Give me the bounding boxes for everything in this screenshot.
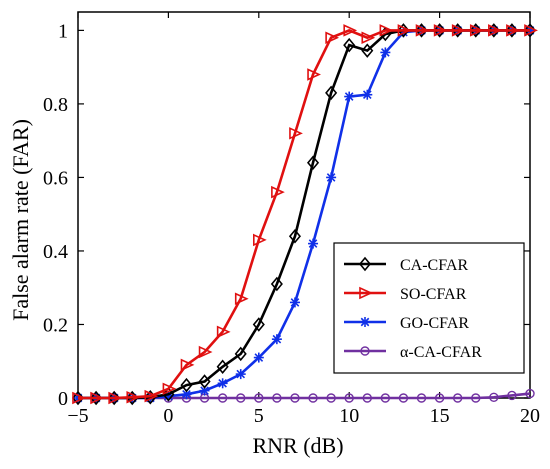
point-ca-cfar — [254, 393, 264, 403]
point-so-cfar — [253, 233, 267, 247]
x-tick-label: 5 — [254, 405, 264, 427]
point-ca-cfar — [198, 374, 211, 389]
point-go-cfar — [362, 89, 373, 100]
x-tick-label: 10 — [339, 405, 359, 427]
point-ca-cfar — [361, 43, 374, 58]
legend-marker — [360, 317, 370, 327]
x-tick-label: 20 — [520, 405, 540, 427]
point-ca-cfar — [272, 393, 282, 403]
point-so-cfar — [451, 24, 466, 37]
point-so-cfar — [180, 358, 195, 372]
x-tick-label: 15 — [430, 405, 450, 427]
point-so-cfar — [488, 24, 502, 37]
point-so-cfar — [397, 24, 412, 37]
point-ca-cfar — [471, 393, 481, 403]
point-ca-cfar — [452, 393, 463, 403]
x-axis-label: RNR (dB) — [252, 433, 343, 458]
point-ca-cfar — [325, 85, 338, 101]
x-tick-label: 0 — [163, 405, 173, 427]
point-so-cfar — [289, 127, 303, 140]
point-ca-cfar — [416, 393, 427, 403]
legend: CA-CFAR SO-CFAR GO-CFAR α-CA-CFAR — [333, 242, 525, 374]
point-so-cfar — [234, 292, 249, 305]
point-so-cfar — [524, 24, 538, 37]
y-tick-label: 1 — [58, 20, 68, 42]
x-tick-label: −5 — [67, 405, 88, 427]
point-go-cfar — [380, 47, 391, 58]
point-go-cfar — [181, 389, 192, 400]
point-so-cfar — [144, 389, 159, 403]
point-ca-cfar — [362, 393, 372, 403]
point-ca-cfar — [270, 276, 283, 292]
point-ca-cfar — [180, 377, 193, 393]
point-so-cfar — [343, 24, 358, 37]
legend-label: GO-CFAR — [400, 315, 469, 332]
series-so-cfar — [72, 24, 538, 405]
point-so-cfar — [325, 31, 340, 44]
point-go-cfar — [308, 238, 319, 249]
point-ca-cfar — [343, 37, 356, 53]
point-go-cfar — [326, 172, 337, 183]
point-ca-cfar — [507, 390, 517, 401]
point-ca-cfar — [236, 393, 246, 403]
point-go-cfar — [217, 378, 228, 389]
point-ca-cfar — [326, 393, 336, 403]
point-so-cfar — [415, 24, 430, 37]
point-so-cfar — [216, 325, 231, 339]
point-so-cfar — [72, 391, 86, 405]
point-go-cfar — [344, 91, 355, 102]
point-ca-cfar — [216, 359, 229, 375]
point-so-cfar — [433, 24, 448, 37]
series-layer — [71, 23, 538, 406]
y-tick-label: 0.8 — [43, 94, 68, 116]
point-ca-cfar — [290, 393, 300, 403]
point-so-cfar — [126, 391, 141, 404]
point-go-cfar — [271, 334, 282, 345]
point-ca-cfar — [252, 317, 265, 332]
legend-marker — [359, 286, 373, 300]
y-tick-label: 0.4 — [43, 241, 68, 263]
legend-marker — [360, 346, 370, 356]
y-tick-label: 0.6 — [43, 167, 68, 189]
legend-label: CA-CFAR — [400, 257, 468, 274]
point-ca-cfar — [288, 228, 302, 244]
legend-marker — [358, 256, 372, 272]
point-so-cfar — [90, 391, 105, 405]
point-go-cfar — [289, 297, 300, 308]
point-ca-cfar — [234, 346, 247, 362]
point-so-cfar — [361, 31, 376, 44]
point-ca-cfar — [306, 155, 320, 170]
y-axis-label: False alarm rate (FAR) — [8, 119, 33, 321]
point-ca-cfar — [217, 393, 228, 403]
legend-label: SO-CFAR — [400, 286, 467, 303]
point-so-cfar — [379, 24, 394, 37]
point-ca-cfar — [489, 392, 499, 402]
point-ca-cfar — [398, 393, 409, 403]
point-go-cfar — [235, 369, 246, 380]
point-so-cfar — [307, 68, 321, 81]
point-so-cfar — [506, 24, 520, 37]
point-ca-cfar — [525, 388, 535, 399]
legend-label: α-CA-CFAR — [400, 344, 482, 361]
y-tick-label: 0.2 — [43, 314, 68, 336]
point-so-cfar — [469, 24, 484, 37]
point-so-cfar — [108, 391, 123, 405]
point-ca-cfar — [380, 393, 391, 403]
point-ca-cfar — [434, 393, 445, 403]
y-tick-label: 0 — [58, 388, 68, 410]
point-so-cfar — [198, 345, 213, 359]
point-ca-cfar — [344, 393, 354, 403]
point-so-cfar — [271, 185, 285, 199]
point-go-cfar — [253, 352, 264, 363]
point-ca-cfar — [308, 393, 318, 403]
point-so-cfar — [162, 382, 177, 396]
